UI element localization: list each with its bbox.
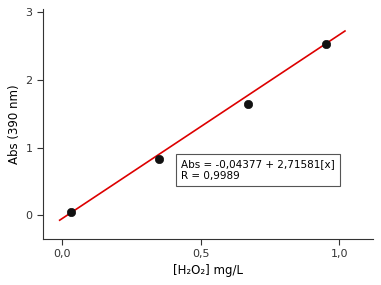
Point <box>68 210 74 214</box>
Y-axis label: Abs (390 nm): Abs (390 nm) <box>8 84 21 164</box>
X-axis label: [H₂O₂] mg/L: [H₂O₂] mg/L <box>173 264 243 277</box>
Point <box>245 101 251 106</box>
Text: Abs = -0,04377 + 2,71581[x]
R = 0,9989: Abs = -0,04377 + 2,71581[x] R = 0,9989 <box>181 159 335 181</box>
Point <box>323 41 329 46</box>
Point <box>156 157 162 162</box>
